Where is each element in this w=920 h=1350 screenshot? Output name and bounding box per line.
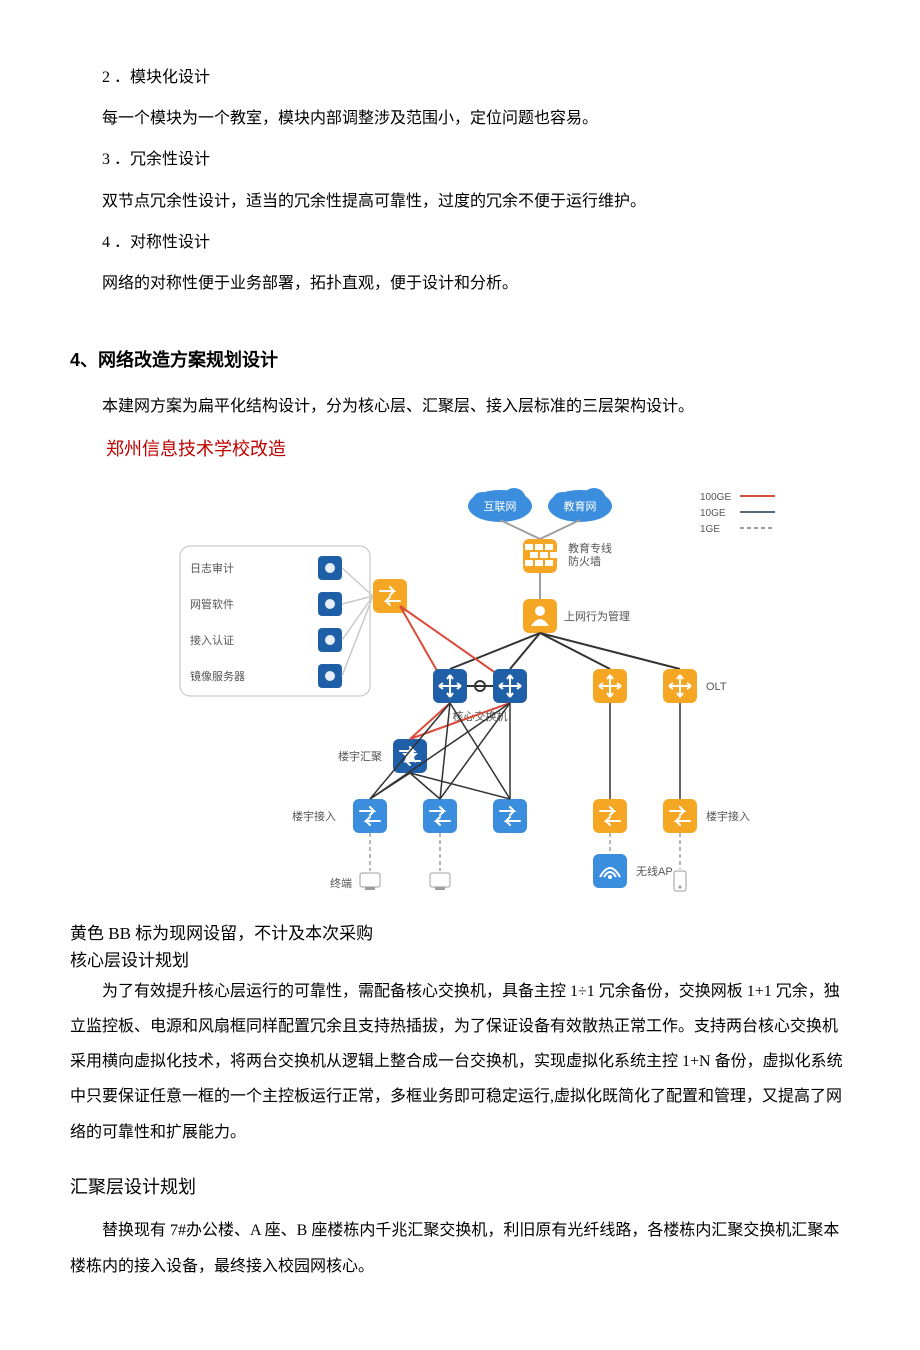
section-heading: 4、网络改造方案规划设计	[70, 341, 850, 381]
section-num: 4	[70, 350, 80, 370]
svg-text:防火墙: 防火墙	[568, 554, 601, 568]
item-3-title: 3 ．冗余性设计	[70, 142, 850, 177]
svg-text:楼宇汇聚: 楼宇汇聚	[338, 749, 382, 763]
svg-text:网管软件: 网管软件	[190, 597, 234, 611]
diagram-caption-1: 黄色 BB 标为现网设留，不计及本次采购	[70, 920, 850, 947]
core-para: 为了有效提升核心层运行的可靠性，需配备核心交换机，具备主控 1÷1 冗余备份，交…	[70, 974, 850, 1150]
svg-text:日志审计: 日志审计	[190, 561, 234, 575]
svg-text:1GE: 1GE	[700, 524, 720, 535]
svg-text:上网行为管理: 上网行为管理	[564, 609, 630, 623]
diagram-title: 郑州信息技术学校改造	[70, 430, 850, 470]
svg-text:互联网: 互联网	[484, 500, 517, 513]
svg-text:100GE: 100GE	[700, 492, 731, 503]
svg-text:教育网: 教育网	[564, 499, 597, 513]
svg-text:接入认证: 接入认证	[190, 634, 234, 647]
item-2-body: 每一个模块为一个教室，模块内部调整涉及范围小，定位问题也容易。	[70, 101, 850, 136]
num: 4	[102, 234, 110, 251]
diagram-caption-2: 核心层设计规划	[70, 947, 850, 974]
svg-text:OLT: OLT	[706, 681, 727, 693]
svg-text:终端: 终端	[330, 876, 352, 890]
agg-para: 替换现有 7#办公楼、A 座、B 座楼栋内千兆汇聚交换机，利旧原有光纤线路，各楼…	[70, 1213, 850, 1283]
item-3-body: 双节点冗余性设计，适当的冗余性提高可靠性，过度的冗余不便于运行维护。	[70, 184, 850, 219]
title: ．模块化设计	[114, 69, 210, 86]
svg-text:楼宇接入: 楼宇接入	[292, 809, 336, 823]
section-title: 、网络改造方案规划设计	[80, 350, 278, 370]
item-4-title: 4 ．对称性设计	[70, 225, 850, 260]
item-2-title: 2 ．模块化设计	[70, 60, 850, 95]
svg-text:楼宇接入: 楼宇接入	[706, 809, 750, 823]
intro-para: 本建网方案为扁平化结构设计，分为核心层、汇聚层、接入层标准的三层架构设计。	[70, 389, 850, 424]
svg-text:镜像服务器: 镜像服务器	[190, 669, 245, 683]
svg-text:无线AP: 无线AP	[636, 864, 673, 878]
svg-text:教育专线: 教育专线	[568, 541, 612, 555]
num: 3	[102, 151, 110, 168]
diagram-svg: 100GE 10GE 1GE 互联网 教育网教育专线防火墙上网行为管理 日志审计网管软件接…	[140, 476, 780, 916]
title: ．冗余性设计	[114, 151, 210, 168]
agg-heading: 汇聚层设计规划	[70, 1168, 850, 1208]
network-diagram: 100GE 10GE 1GE 互联网 教育网教育专线防火墙上网行为管理 日志审计网管软件接…	[70, 476, 850, 916]
svg-text:10GE: 10GE	[700, 508, 726, 519]
num: 2	[102, 69, 110, 86]
title: ．对称性设计	[114, 234, 210, 251]
item-4-body: 网络的对称性便于业务部署，拓扑直观，便于设计和分析。	[70, 266, 850, 301]
